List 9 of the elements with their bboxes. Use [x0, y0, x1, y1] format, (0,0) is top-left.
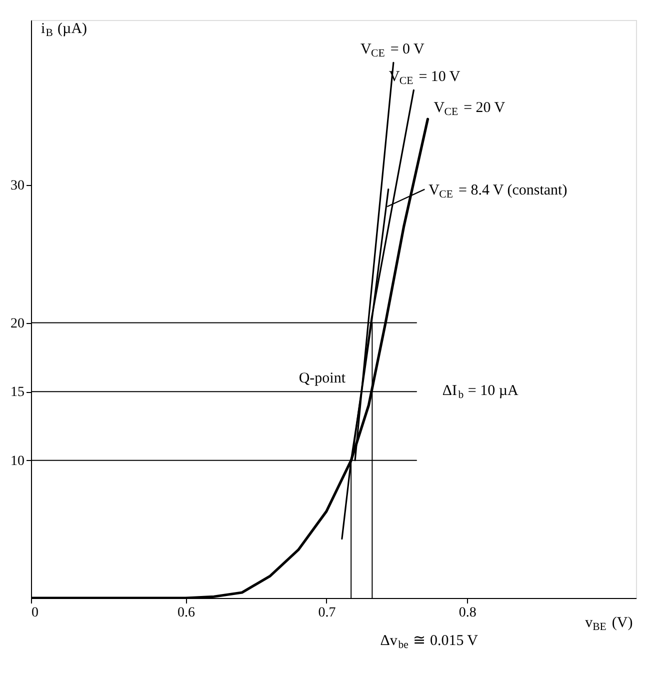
x-tick-label: 0.8 — [458, 606, 476, 620]
y-tick-label: 30 — [10, 178, 24, 194]
y-tick-label: 20 — [10, 316, 24, 332]
x-tick-label: 0.6 — [178, 606, 196, 620]
x-tick-label: 0 — [32, 606, 38, 620]
y-tick-label: 10 — [10, 454, 24, 469]
x-tick-label: 0.7 — [318, 606, 336, 620]
annotation: Q-point — [298, 370, 346, 387]
y-tick-label: 15 — [10, 385, 24, 400]
